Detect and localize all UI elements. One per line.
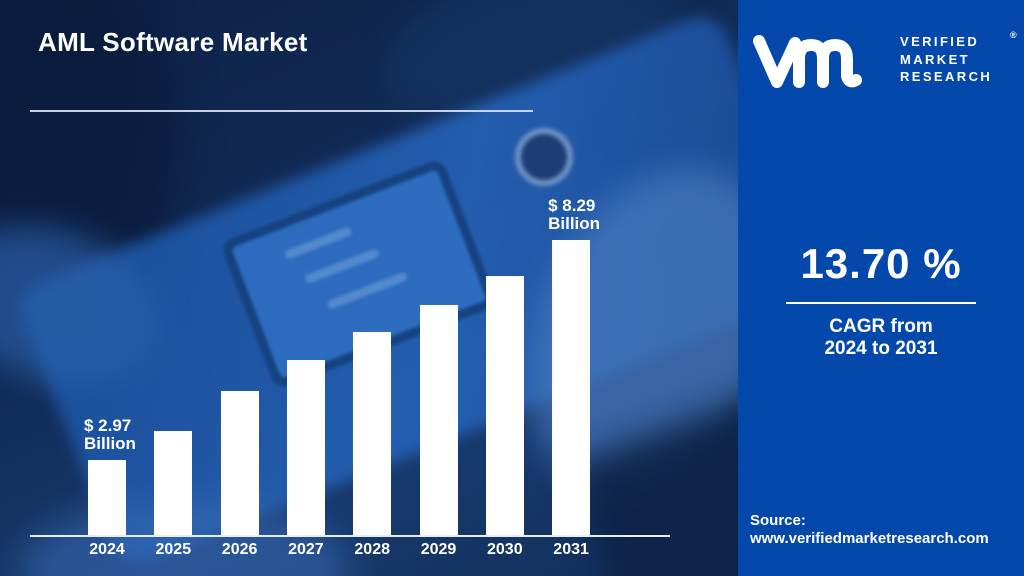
registered-trademark-symbol: ®: [1010, 30, 1017, 40]
cagr-underline: [786, 302, 976, 304]
wordmark-line: VERIFIED: [900, 34, 980, 49]
callout-unit: Billion: [548, 214, 601, 233]
hand-shape: [0, 199, 178, 411]
bar-2030: [485, 276, 524, 536]
x-tick-label-2029: 2029: [420, 541, 457, 558]
vmr-wordmark: VERIFIED MARKET RESEARCH: [900, 33, 992, 86]
cagr-block: 13.70 % CAGR from 2024 to 2031: [738, 240, 1024, 360]
x-tick-label-2030: 2030: [487, 541, 523, 558]
bar-2024: [88, 460, 126, 536]
cagr-caption-line: 2024 to 2031: [824, 338, 938, 359]
source-block: Source: www.verifiedmarketresearch.com: [750, 512, 989, 548]
source-label: Source:: [750, 512, 806, 529]
bar-2025: [154, 431, 193, 536]
bar-2027: [286, 360, 325, 536]
source-url[interactable]: www.verifiedmarketresearch.com: [750, 530, 989, 547]
wordmark-line: MARKET: [900, 51, 971, 67]
bar-2031: [552, 240, 591, 536]
brand-panel: VERIFIED MARKET RESEARCH ® 13.70 % CAGR …: [738, 0, 1024, 576]
page-title: AML Software Market: [38, 27, 308, 57]
bar-2029: [419, 305, 458, 536]
x-tick-label-2026: 2026: [221, 541, 258, 558]
title-underline: [30, 110, 533, 112]
x-tick-label-2025: 2025: [155, 541, 192, 558]
vmr-monogram-icon: [753, 35, 862, 88]
hand-shape: [366, 0, 694, 155]
cagr-caption: CAGR from 2024 to 2031: [738, 316, 1024, 360]
tablet-screen-line: [283, 226, 353, 260]
tablet-screen-line: [304, 247, 381, 285]
callout-value: $ 8.29: [548, 196, 596, 215]
x-tick-label-2027: 2027: [288, 541, 324, 558]
value-callout-2024: $ 2.97 Billion: [84, 417, 136, 453]
wristwatch-shape: [515, 128, 573, 186]
x-axis-line: [30, 535, 670, 537]
x-tick-label-2028: 2028: [354, 541, 390, 558]
cagr-value: 13.70 %: [800, 240, 962, 287]
bar-2028: [353, 332, 392, 536]
callout-unit: Billion: [84, 434, 136, 453]
cagr-caption-line: CAGR from: [829, 316, 933, 337]
x-tick-label-2031: 2031: [553, 541, 589, 558]
value-callout-2031: $ 8.29 Billion: [548, 197, 600, 233]
bar-2026: [220, 391, 259, 536]
wordmark-line: RESEARCH: [900, 69, 993, 84]
callout-value: $ 2.97: [84, 416, 132, 435]
tablet-screen-line: [326, 271, 409, 310]
vmr-logo: VERIFIED MARKET RESEARCH ®: [752, 30, 1017, 92]
x-tick-label-2024: 2024: [89, 541, 125, 558]
